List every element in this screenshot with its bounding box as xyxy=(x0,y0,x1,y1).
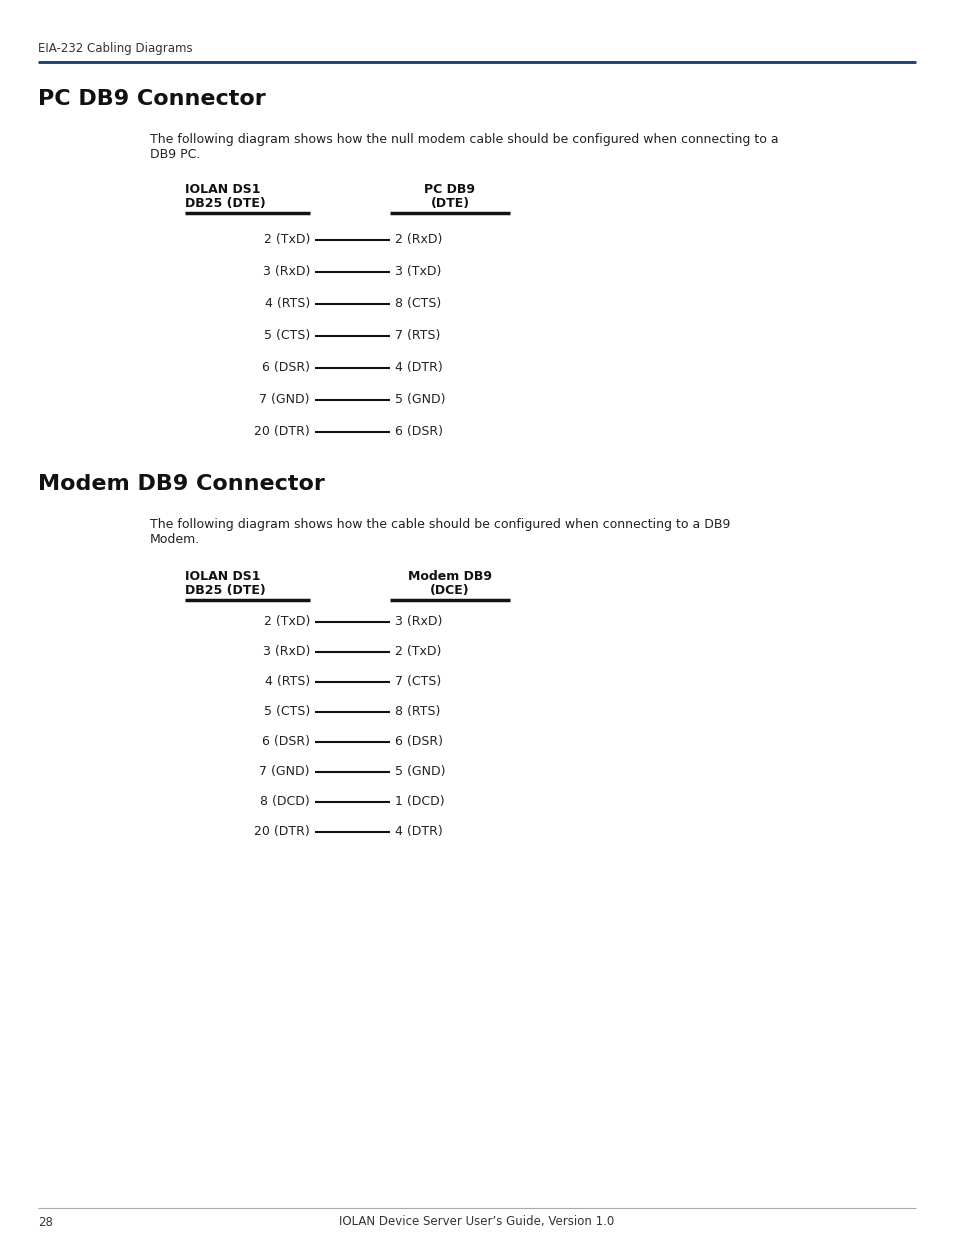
Text: 8 (DCD): 8 (DCD) xyxy=(260,795,310,809)
Text: 2 (TxD): 2 (TxD) xyxy=(263,615,310,629)
Text: DB25 (DTE): DB25 (DTE) xyxy=(185,198,266,210)
Text: 7 (CTS): 7 (CTS) xyxy=(395,676,441,688)
Text: 5 (GND): 5 (GND) xyxy=(395,766,445,778)
Text: 5 (CTS): 5 (CTS) xyxy=(263,330,310,342)
Text: 7 (GND): 7 (GND) xyxy=(259,394,310,406)
Text: 6 (DSR): 6 (DSR) xyxy=(395,426,442,438)
Text: PC DB9: PC DB9 xyxy=(424,183,475,196)
Text: DB25 (DTE): DB25 (DTE) xyxy=(185,584,266,597)
Text: The following diagram shows how the cable should be configured when connecting t: The following diagram shows how the cabl… xyxy=(150,517,730,531)
Text: EIA-232 Cabling Diagrams: EIA-232 Cabling Diagrams xyxy=(38,42,193,56)
Text: 3 (RxD): 3 (RxD) xyxy=(262,266,310,279)
Text: 5 (GND): 5 (GND) xyxy=(395,394,445,406)
Text: (DCE): (DCE) xyxy=(430,584,469,597)
Text: IOLAN Device Server User’s Guide, Version 1.0: IOLAN Device Server User’s Guide, Versio… xyxy=(339,1215,614,1229)
Text: (DTE): (DTE) xyxy=(430,198,469,210)
Text: 6 (DSR): 6 (DSR) xyxy=(262,362,310,374)
Text: 1 (DCD): 1 (DCD) xyxy=(395,795,444,809)
Text: 28: 28 xyxy=(38,1215,52,1229)
Text: IOLAN DS1: IOLAN DS1 xyxy=(185,183,260,196)
Text: DB9 PC.: DB9 PC. xyxy=(150,148,200,161)
Text: The following diagram shows how the null modem cable should be configured when c: The following diagram shows how the null… xyxy=(150,133,778,146)
Text: 20 (DTR): 20 (DTR) xyxy=(254,825,310,839)
Text: 4 (DTR): 4 (DTR) xyxy=(395,825,442,839)
Text: 20 (DTR): 20 (DTR) xyxy=(254,426,310,438)
Text: 6 (DSR): 6 (DSR) xyxy=(262,736,310,748)
Text: PC DB9 Connector: PC DB9 Connector xyxy=(38,89,266,109)
Text: Modem.: Modem. xyxy=(150,534,200,546)
Text: 3 (RxD): 3 (RxD) xyxy=(262,646,310,658)
Text: 8 (CTS): 8 (CTS) xyxy=(395,298,441,310)
Text: 4 (RTS): 4 (RTS) xyxy=(265,676,310,688)
Text: 2 (TxD): 2 (TxD) xyxy=(263,233,310,247)
Text: 4 (DTR): 4 (DTR) xyxy=(395,362,442,374)
Text: IOLAN DS1: IOLAN DS1 xyxy=(185,571,260,583)
Text: Modem DB9 Connector: Modem DB9 Connector xyxy=(38,474,325,494)
Text: 8 (RTS): 8 (RTS) xyxy=(395,705,440,719)
Text: 2 (TxD): 2 (TxD) xyxy=(395,646,441,658)
Text: 7 (GND): 7 (GND) xyxy=(259,766,310,778)
Text: 5 (CTS): 5 (CTS) xyxy=(263,705,310,719)
Text: 6 (DSR): 6 (DSR) xyxy=(395,736,442,748)
Text: 7 (RTS): 7 (RTS) xyxy=(395,330,440,342)
Text: 3 (TxD): 3 (TxD) xyxy=(395,266,441,279)
Text: 4 (RTS): 4 (RTS) xyxy=(265,298,310,310)
Text: Modem DB9: Modem DB9 xyxy=(408,571,492,583)
Text: 2 (RxD): 2 (RxD) xyxy=(395,233,442,247)
Text: 3 (RxD): 3 (RxD) xyxy=(395,615,442,629)
